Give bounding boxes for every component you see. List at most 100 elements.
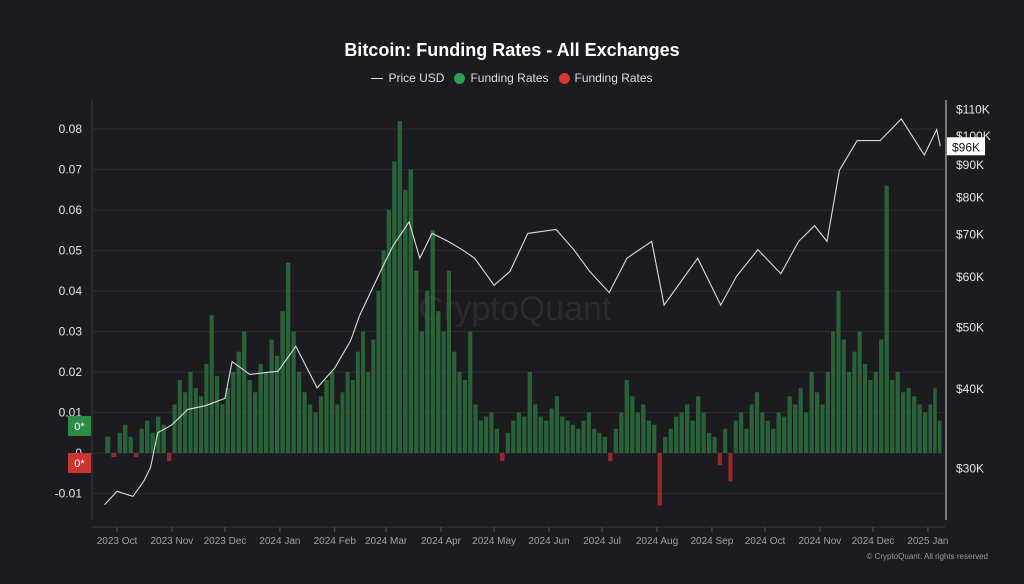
legend-item-price[interactable]: Price USD: [371, 71, 444, 85]
funding-bar-positive: [156, 416, 161, 453]
funding-bar-positive: [847, 372, 852, 453]
funding-bar-positive: [386, 210, 392, 453]
funding-bar-positive: [814, 392, 820, 453]
funding-bar-positive: [901, 392, 906, 453]
x-axis-tick: 2024 Aug: [636, 536, 678, 547]
funding-bar-positive: [522, 416, 527, 453]
funding-bar-positive: [754, 392, 760, 453]
left-axis-tick: 0.08: [59, 122, 83, 136]
funding-bar-positive: [852, 351, 857, 453]
funding-bar-positive: [782, 416, 787, 453]
funding-bar-positive: [161, 424, 166, 453]
funding-bar-positive: [895, 372, 900, 453]
funding-bar-positive: [274, 355, 280, 453]
x-axis-tick: 2024 Jul: [583, 536, 621, 547]
funding-bar-positive: [613, 428, 618, 453]
funding-bar-positive: [787, 396, 792, 453]
funding-bar-positive: [172, 404, 177, 453]
funding-bar-positive: [296, 372, 302, 453]
funding-bar-positive: [576, 428, 581, 453]
funding-bar-positive: [188, 372, 193, 453]
funding-bar-positive: [505, 432, 510, 453]
funding-bar-negative: [717, 453, 722, 466]
left-axis-tick: 0.06: [59, 203, 83, 217]
funding-bar-positive: [340, 392, 345, 453]
funding-bar-positive: [560, 416, 565, 453]
funding-bar-positive: [199, 396, 204, 453]
left-axis-tick: 0.02: [59, 365, 83, 379]
funding-bar-positive: [592, 428, 597, 453]
funding-bar-positive: [884, 185, 889, 453]
funding-bar-positive: [696, 396, 701, 453]
x-axis-tick: 2024 Feb: [314, 536, 357, 547]
funding-bar-positive: [739, 412, 744, 453]
legend-label: Price USD: [388, 71, 445, 85]
funding-bar-positive: [128, 436, 133, 453]
funding-bar-positive: [430, 230, 435, 453]
right-axis-tick: $80K: [956, 191, 984, 205]
funding-bar-negative: [728, 453, 733, 482]
funding-bar-positive: [733, 420, 738, 453]
x-axis-tick: 2024 Jan: [259, 536, 300, 547]
funding-bar-positive: [183, 392, 188, 453]
funding-bar-positive: [105, 436, 111, 453]
funding-bar-positive: [873, 372, 878, 453]
funding-bar-positive: [318, 396, 324, 453]
x-axis-tick: 2023 Nov: [150, 536, 193, 547]
legend-item-funding-positive[interactable]: Funding Rates: [454, 71, 549, 85]
funding-bar-positive: [280, 311, 285, 453]
funding-bar-positive: [765, 420, 770, 453]
x-axis-tick: 2024 Dec: [852, 536, 895, 547]
funding-bar-positive: [538, 416, 543, 453]
funding-bar-positive: [489, 412, 494, 453]
funding-bar-positive: [760, 412, 765, 453]
funding-bar-positive: [668, 428, 673, 453]
funding-bar-positive: [798, 388, 803, 453]
funding-bar-positive: [214, 376, 220, 453]
funding-bar-positive: [597, 432, 602, 453]
funding-bar-positive: [701, 412, 706, 453]
funding-bar-positive: [193, 388, 198, 453]
funding-bar-positive: [619, 412, 624, 453]
x-axis-tick: 2024 Apr: [421, 536, 462, 547]
funding-bar-positive: [204, 363, 209, 453]
funding-bar-negative: [111, 453, 117, 458]
funding-bar-positive: [291, 331, 296, 453]
funding-bar-positive: [457, 372, 462, 453]
funding-bar-positive: [836, 291, 841, 453]
funding-bar-positive: [231, 372, 236, 453]
funding-bar-positive: [549, 408, 554, 453]
funding-bar-positive: [804, 412, 809, 453]
funding-bar-positive: [123, 424, 128, 453]
funding-bar-positive: [922, 412, 928, 453]
funding-bar-positive: [879, 339, 884, 453]
funding-bar-positive: [831, 331, 836, 453]
funding-bar-positive: [253, 392, 258, 453]
legend-item-funding-negative[interactable]: Funding Rates: [558, 71, 653, 85]
x-axis-tick: 2024 Jun: [528, 536, 569, 547]
right-axis-tick: $110K: [956, 103, 990, 117]
copyright-footer: © CryptoQuant. All rights reserved: [866, 552, 989, 561]
funding-bar-positive: [150, 432, 155, 453]
funding-bar-positive: [484, 416, 489, 453]
funding-bar-positive: [554, 396, 560, 453]
left-axis-tick: 0.03: [59, 325, 83, 339]
x-axis-tick: 2024 Mar: [365, 536, 408, 547]
funding-bar-positive: [376, 291, 381, 453]
funding-bar-positive: [381, 250, 386, 453]
funding-bar-positive: [478, 420, 483, 453]
funding-bar-positive: [139, 428, 144, 453]
funding-bar-positive: [307, 404, 313, 453]
positive-rate-badge-label: 0*: [74, 421, 85, 433]
funding-bar-positive: [403, 189, 408, 453]
funding-bar-positive: [236, 351, 241, 453]
funding-bar-positive: [269, 339, 274, 453]
funding-bar-positive: [436, 311, 441, 453]
funding-bar-positive: [912, 396, 917, 453]
funding-bar-positive: [825, 372, 830, 453]
left-axis-tick: 0.04: [59, 284, 83, 298]
right-axis-tick: $40K: [956, 382, 984, 396]
funding-bar-positive: [329, 372, 335, 453]
funding-bar-positive: [570, 424, 575, 453]
funding-bar-positive: [679, 412, 684, 453]
